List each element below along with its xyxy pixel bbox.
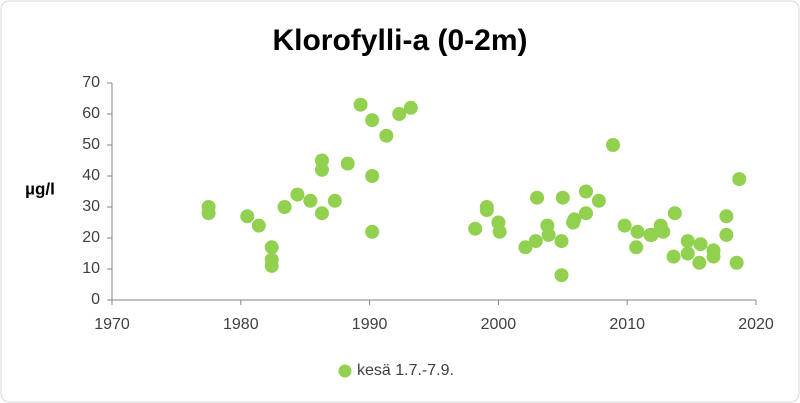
legend-label: kesä 1.7.-7.9. (357, 362, 454, 379)
point (666, 249, 681, 264)
point (492, 224, 507, 239)
y-tick-label: 0 (91, 291, 100, 308)
point (468, 221, 483, 236)
y-tick-label: 70 (82, 74, 100, 91)
y-tick-label: 10 (82, 260, 100, 277)
point (353, 97, 368, 112)
point (706, 249, 721, 264)
legend-marker (338, 364, 352, 378)
point (201, 206, 216, 221)
point (314, 206, 329, 221)
point (680, 234, 695, 249)
point (365, 169, 380, 183)
point (578, 184, 593, 199)
y-tick-label: 50 (82, 136, 100, 153)
y-axis-label: µg/l (25, 179, 55, 198)
point (554, 268, 569, 283)
point (656, 224, 671, 239)
point (644, 227, 659, 242)
point (680, 246, 695, 261)
x-tick-label: 2010 (609, 316, 645, 333)
x-tick-label: 1970 (94, 316, 130, 333)
point (277, 200, 292, 214)
point (541, 227, 556, 242)
point (264, 258, 279, 273)
point (403, 100, 418, 115)
point (379, 128, 394, 143)
y-tick-label: 20 (82, 229, 100, 246)
point (629, 240, 644, 255)
point (264, 240, 279, 255)
point (528, 234, 543, 249)
point (479, 203, 494, 218)
point (518, 240, 533, 255)
point (667, 206, 682, 221)
point (693, 237, 708, 252)
point (365, 113, 380, 128)
point (365, 224, 380, 239)
point (340, 156, 355, 171)
y-tick-label: 40 (82, 167, 100, 184)
y-tick-label: 60 (82, 105, 100, 122)
x-tick-label: 1990 (352, 316, 388, 333)
point (692, 255, 707, 270)
x-tick-label: 2020 (738, 316, 774, 333)
x-tick-label: 2000 (481, 316, 517, 333)
point (392, 107, 407, 121)
point (729, 255, 744, 270)
point (578, 206, 593, 221)
point (240, 209, 255, 224)
point (303, 193, 318, 208)
point (290, 187, 305, 202)
x-tick-label: 1980 (223, 316, 259, 333)
point (251, 218, 266, 233)
chart-title: Klorofylli-a (0-2m) (272, 24, 527, 57)
point (606, 138, 621, 152)
point (554, 234, 569, 249)
point (314, 162, 329, 177)
point (591, 193, 606, 208)
point (719, 227, 734, 242)
point (719, 209, 734, 224)
point (732, 172, 747, 187)
point (327, 193, 342, 208)
point (530, 190, 545, 205)
point (630, 224, 645, 239)
point (555, 190, 570, 205)
y-tick-label: 30 (82, 198, 100, 215)
point (567, 212, 582, 227)
point (617, 218, 632, 233)
